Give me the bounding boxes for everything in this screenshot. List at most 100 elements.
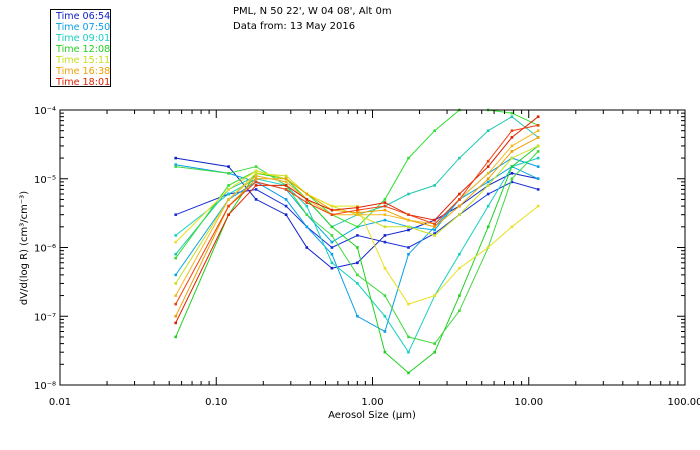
data-point: [433, 342, 436, 345]
x-tick-label: 0.01: [49, 397, 71, 408]
data-point: [486, 165, 490, 168]
series-line: [175, 136, 539, 317]
data-point: [305, 201, 309, 204]
data-point: [254, 174, 258, 178]
data-point: [486, 225, 490, 229]
data-point: [486, 246, 490, 249]
data-point: [383, 314, 387, 318]
data-point: [330, 225, 334, 229]
data-point: [510, 225, 514, 229]
data-point: [407, 218, 410, 222]
data-point: [254, 172, 258, 175]
series-line: [175, 157, 539, 354]
data-point: [433, 294, 436, 297]
series-line: [175, 181, 539, 249]
axes-layer: 0.01 0.10 1.00 10.00 100.00 10⁻⁸ 10⁻⁷ 10⁻⁶ 10⁻⁵ 1…: [34, 106, 700, 408]
data-point: [510, 150, 514, 153]
data-point: [330, 204, 334, 208]
data-point: [536, 156, 540, 160]
data-point: [458, 198, 461, 201]
data-point: [254, 169, 258, 173]
series-line: [175, 170, 539, 305]
data-point: [486, 177, 490, 180]
data-point: [383, 225, 387, 229]
y-tick-label: 10⁻⁶: [34, 244, 56, 255]
data-point: [284, 198, 288, 201]
data-point: [458, 294, 461, 297]
data-point: [254, 165, 258, 168]
legend-item-1638: Time 16:38: [56, 66, 111, 77]
x-tick-label: 1.00: [361, 397, 383, 408]
data-point: [486, 192, 490, 196]
data-point: [536, 115, 540, 118]
data-point: [383, 350, 387, 354]
data-point: [486, 172, 490, 175]
data-point: [383, 208, 387, 212]
series-3: [174, 156, 540, 333]
data-point: [356, 213, 359, 216]
data-point: [510, 180, 514, 184]
y-tick-label: 10⁻⁴: [34, 106, 56, 117]
data-point: [407, 192, 410, 196]
data-point: [383, 240, 387, 244]
data-point: [486, 129, 490, 132]
data-point: [227, 192, 230, 196]
series-14: [174, 115, 540, 325]
data-point: [536, 188, 540, 191]
data-point: [174, 321, 177, 325]
x-tick-label: 10.00: [514, 397, 543, 408]
series-layer: [174, 108, 540, 375]
data-point: [174, 256, 177, 260]
data-date-text: Data from: 13 May 2016: [233, 21, 356, 32]
data-point: [330, 266, 334, 270]
data-point: [305, 213, 309, 216]
data-point: [174, 314, 177, 318]
data-point: [330, 252, 334, 256]
data-point: [284, 174, 288, 178]
data-point: [356, 282, 359, 285]
data-point: [510, 177, 514, 180]
x-tick-label: 0.10: [205, 397, 227, 408]
data-point: [510, 165, 514, 168]
data-point: [356, 246, 359, 249]
legend-item-0750: Time 07:50: [56, 22, 111, 33]
x-tick-label: 100.00: [668, 397, 700, 408]
data-point: [356, 314, 359, 318]
series-7: [174, 144, 540, 375]
data-point: [536, 144, 540, 148]
data-point: [536, 136, 540, 139]
data-point: [510, 144, 514, 148]
data-point: [174, 156, 177, 160]
data-point: [174, 335, 177, 339]
y-tick-label: 10⁻⁸: [34, 381, 56, 392]
data-point: [433, 218, 436, 222]
legend-item-1801: Time 18:01: [56, 77, 111, 88]
data-point: [536, 129, 540, 132]
data-point: [458, 204, 461, 208]
data-point: [486, 204, 490, 208]
data-point: [407, 335, 410, 339]
data-point: [284, 177, 288, 180]
data-point: [227, 198, 230, 201]
data-point: [536, 124, 540, 127]
data-point: [227, 184, 230, 187]
data-point: [356, 234, 359, 237]
site-location-text: PML, N 50 22', W 04 08', Alt 0m: [233, 6, 392, 17]
data-point: [536, 150, 540, 153]
data-point: [284, 213, 288, 216]
legend: Time 06:54 Time 07:50 Time 09:01 Time 12…: [50, 9, 111, 88]
series-15: [174, 124, 540, 306]
series-line: [175, 130, 539, 296]
chart-header: PML, N 50 22', W 04 08', Alt 0m Data fro…: [233, 4, 392, 34]
data-point: [510, 115, 514, 118]
legend-item-0901: Time 09:01: [56, 33, 111, 44]
series-line: [175, 151, 539, 345]
data-point: [510, 156, 514, 160]
data-point: [174, 302, 177, 306]
data-point: [227, 165, 230, 168]
series-line: [175, 124, 539, 305]
data-point: [356, 225, 359, 229]
data-point: [284, 184, 288, 187]
data-point: [433, 234, 436, 237]
data-point: [407, 371, 410, 375]
